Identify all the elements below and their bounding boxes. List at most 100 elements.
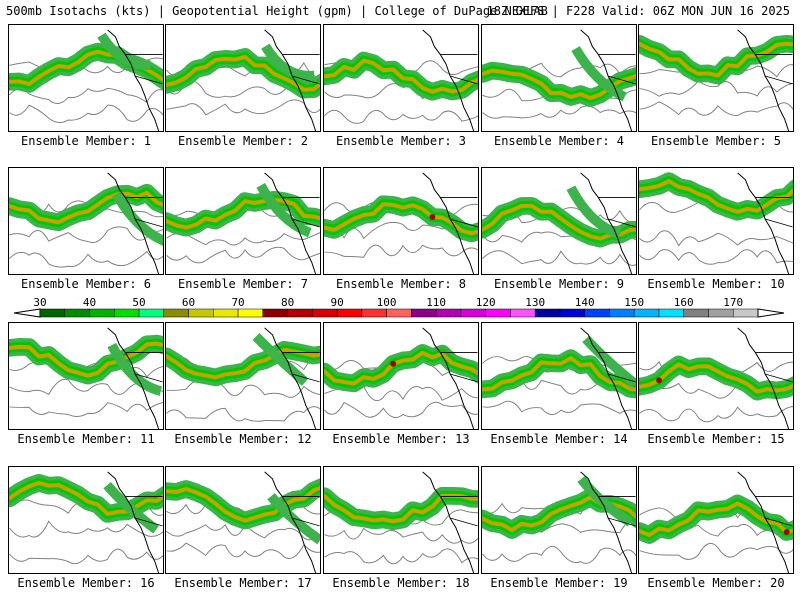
- ensemble-member-map: [481, 322, 637, 430]
- colorbar-swatch: [732, 308, 759, 318]
- ensemble-member-map: [481, 167, 637, 275]
- ensemble-member-map: [323, 322, 479, 430]
- height-contour: [482, 400, 636, 416]
- height-contour: [9, 402, 163, 417]
- isotach-core: [639, 362, 793, 394]
- colorbar-tick-label: 170: [723, 296, 744, 309]
- colorbar-swatch: [361, 308, 387, 318]
- ensemble-member-label: Ensemble Member: 11: [17, 432, 155, 446]
- ensemble-member-label: Ensemble Member: 7: [177, 277, 309, 291]
- map-plot: [9, 471, 163, 573]
- isotach-band: [97, 32, 151, 70]
- ensemble-member-map: [165, 167, 321, 275]
- colorbar-tick-label: 140: [574, 296, 595, 309]
- height-contour: [9, 520, 163, 538]
- map-plot: [639, 327, 793, 429]
- colorbar-swatch: [114, 308, 140, 318]
- coastline: [737, 172, 790, 274]
- ensemble-member-map: [638, 24, 794, 132]
- ensemble-member-map: [323, 466, 479, 574]
- ensemble-member-label: Ensemble Member: 6: [20, 277, 152, 291]
- map-plot: [482, 327, 636, 429]
- height-contour: [639, 101, 793, 117]
- ensemble-member-map: [8, 167, 164, 275]
- coastline: [107, 471, 160, 573]
- isotach-band: [324, 490, 478, 527]
- colorbar-max-arrow: [757, 308, 785, 318]
- colorbar-tick-label: 60: [181, 296, 196, 309]
- height-contour: [166, 246, 320, 264]
- map-plot: [9, 172, 163, 274]
- ensemble-member-label: Ensemble Member: 10: [647, 277, 785, 291]
- isotach-core: [166, 197, 320, 230]
- map-plot: [166, 471, 320, 573]
- colorbar-swatch: [708, 308, 734, 318]
- isotach-core: [324, 58, 478, 94]
- height-contour: [9, 87, 163, 104]
- map-plot: [639, 29, 793, 131]
- ensemble-member-label: Ensemble Member: 3: [335, 134, 467, 148]
- colorbar-tick-label: 40: [82, 296, 97, 309]
- height-contour: [9, 548, 163, 565]
- map-plot: [482, 172, 636, 274]
- colorbar-swatch: [163, 308, 189, 318]
- height-contour: [639, 249, 793, 265]
- isotach-band: [103, 482, 160, 534]
- map-plot: [639, 471, 793, 573]
- colorbar-swatch: [89, 308, 115, 318]
- run-valid-time: 18Z GEFS | F228 Valid: 06Z MON JUN 16 20…: [486, 4, 790, 18]
- ensemble-member-label: Ensemble Member: 17: [174, 576, 312, 590]
- isotach-max: [429, 214, 436, 220]
- ensemble-member-map: [323, 24, 479, 132]
- isotach-core: [324, 202, 478, 236]
- coastline: [580, 471, 633, 573]
- isotach-core: [9, 341, 163, 378]
- height-contour: [482, 250, 636, 266]
- colorbar-swatch: [287, 308, 313, 318]
- ensemble-member-map: [323, 167, 479, 275]
- colorbar-tick-label: 150: [624, 296, 645, 309]
- ensemble-member-label: Ensemble Member: 18: [332, 576, 470, 590]
- isotach-core: [324, 493, 478, 524]
- isotach-max: [656, 377, 663, 384]
- political-border: [598, 496, 636, 527]
- colorbar: 30 40 50 60 70 80 90 100 110 120 130 140 150 160 170: [0, 296, 800, 320]
- ensemble-member-map: [165, 322, 321, 430]
- isotach-band: [112, 191, 163, 246]
- height-contour: [9, 250, 163, 268]
- map-plot: [324, 29, 478, 131]
- political-border: [282, 197, 320, 228]
- colorbar-swatch: [510, 308, 536, 318]
- isotach-core: [166, 485, 320, 523]
- political-border: [440, 197, 478, 228]
- colorbar-swatch: [559, 308, 585, 318]
- coastline: [422, 29, 475, 131]
- colorbar-tick-label: 30: [33, 296, 47, 309]
- height-contour: [324, 548, 478, 565]
- colorbar-swatch: [485, 308, 511, 318]
- map-plot: [639, 172, 793, 274]
- map-plot: [166, 29, 320, 131]
- coastline: [264, 471, 317, 573]
- colorbar-swatch: [64, 308, 90, 318]
- colorbar-tick-label: 90: [330, 296, 344, 309]
- coastline: [264, 327, 317, 429]
- colorbar-swatch: [386, 308, 412, 318]
- coastline: [737, 29, 790, 131]
- ensemble-member-label: Ensemble Member: 15: [647, 432, 785, 446]
- ensemble-member-label: Ensemble Member: 1: [20, 134, 152, 148]
- political-border: [440, 496, 478, 527]
- isotach-band: [571, 46, 627, 102]
- ensemble-member-label: Ensemble Member: 4: [493, 134, 625, 148]
- map-plot: [9, 29, 163, 131]
- ensemble-member-label: Ensemble Member: 5: [650, 134, 782, 148]
- colorbar-min-arrow: [13, 308, 41, 318]
- isotach-band: [107, 342, 163, 396]
- colorbar-swatch: [262, 308, 288, 318]
- political-border: [598, 54, 636, 85]
- height-contour: [324, 244, 478, 258]
- ensemble-member-map: [165, 24, 321, 132]
- colorbar-swatch: [213, 308, 239, 318]
- political-border: [598, 352, 636, 383]
- coastline: [580, 172, 633, 274]
